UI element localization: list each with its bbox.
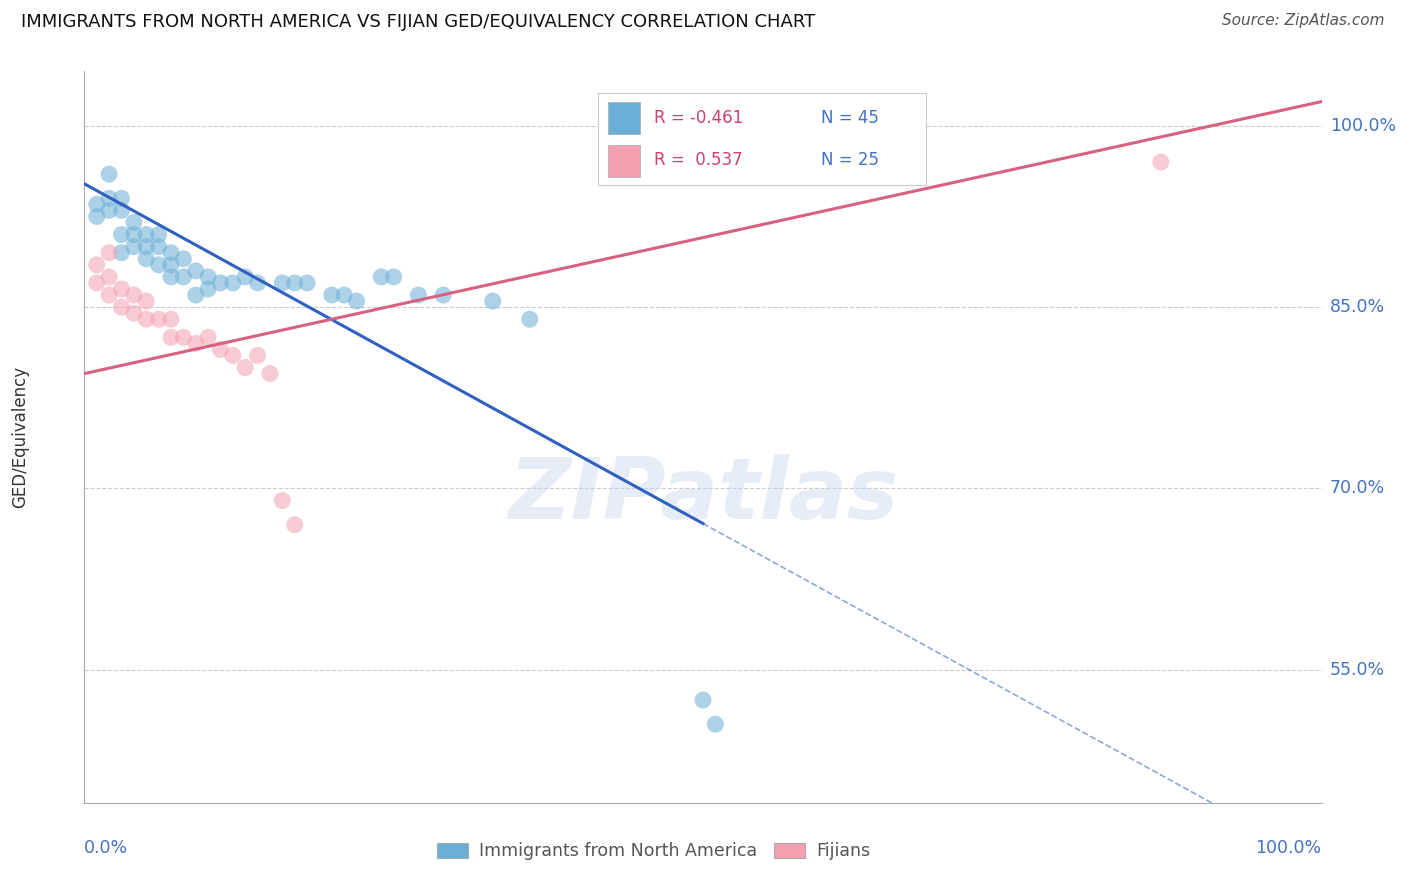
Point — [135, 294, 157, 309]
Point — [172, 330, 194, 344]
Point — [160, 269, 183, 284]
Point — [98, 203, 121, 218]
Legend: Immigrants from North America, Fijians: Immigrants from North America, Fijians — [430, 836, 877, 867]
Point — [122, 288, 145, 302]
Text: Source: ZipAtlas.com: Source: ZipAtlas.com — [1222, 13, 1385, 29]
Point — [160, 312, 183, 326]
Point — [209, 343, 232, 357]
Point — [160, 258, 183, 272]
Point — [86, 258, 108, 272]
Point — [271, 493, 294, 508]
Point — [692, 693, 714, 707]
Text: GED/Equivalency: GED/Equivalency — [11, 366, 28, 508]
Point — [259, 367, 281, 381]
Point — [222, 349, 245, 363]
Point — [148, 240, 170, 254]
Point — [135, 312, 157, 326]
Text: 55.0%: 55.0% — [1330, 661, 1385, 679]
Point — [135, 227, 157, 242]
Point — [98, 288, 121, 302]
Point — [382, 269, 405, 284]
Point — [98, 269, 121, 284]
Point — [184, 264, 207, 278]
Point — [197, 269, 219, 284]
Point — [110, 227, 132, 242]
Point — [110, 300, 132, 314]
Point — [246, 276, 269, 290]
Point — [271, 276, 294, 290]
Text: 100.0%: 100.0% — [1256, 839, 1322, 857]
Point — [98, 191, 121, 205]
Text: 100.0%: 100.0% — [1330, 117, 1396, 135]
Point — [172, 252, 194, 266]
Point — [370, 269, 392, 284]
Point — [1150, 155, 1173, 169]
Point — [519, 312, 541, 326]
Point — [481, 294, 503, 309]
Point — [346, 294, 368, 309]
Point — [148, 312, 170, 326]
Point — [122, 240, 145, 254]
Point — [197, 282, 219, 296]
Point — [184, 288, 207, 302]
Text: 85.0%: 85.0% — [1330, 298, 1385, 316]
Point — [98, 245, 121, 260]
Point — [122, 306, 145, 320]
Point — [172, 269, 194, 284]
Point — [86, 197, 108, 211]
Point — [160, 330, 183, 344]
Text: 0.0%: 0.0% — [84, 839, 128, 857]
Point — [432, 288, 454, 302]
Point — [295, 276, 318, 290]
Point — [110, 191, 132, 205]
Point — [246, 349, 269, 363]
Point — [122, 227, 145, 242]
Point — [222, 276, 245, 290]
Text: IMMIGRANTS FROM NORTH AMERICA VS FIJIAN GED/EQUIVALENCY CORRELATION CHART: IMMIGRANTS FROM NORTH AMERICA VS FIJIAN … — [21, 13, 815, 31]
Point — [197, 330, 219, 344]
Point — [160, 245, 183, 260]
Point — [86, 276, 108, 290]
Point — [321, 288, 343, 302]
Point — [122, 215, 145, 229]
Point — [704, 717, 727, 731]
Text: ZIPatlas: ZIPatlas — [508, 454, 898, 537]
Point — [184, 336, 207, 351]
Point — [135, 252, 157, 266]
Point — [284, 517, 307, 532]
Point — [233, 360, 256, 375]
Point — [98, 167, 121, 181]
Text: 70.0%: 70.0% — [1330, 480, 1385, 498]
Point — [148, 258, 170, 272]
Point — [148, 227, 170, 242]
Point — [110, 245, 132, 260]
Point — [110, 203, 132, 218]
Point — [110, 282, 132, 296]
Point — [86, 210, 108, 224]
Point — [233, 269, 256, 284]
Point — [135, 240, 157, 254]
Point — [284, 276, 307, 290]
Point — [333, 288, 356, 302]
Point — [408, 288, 430, 302]
Point — [209, 276, 232, 290]
